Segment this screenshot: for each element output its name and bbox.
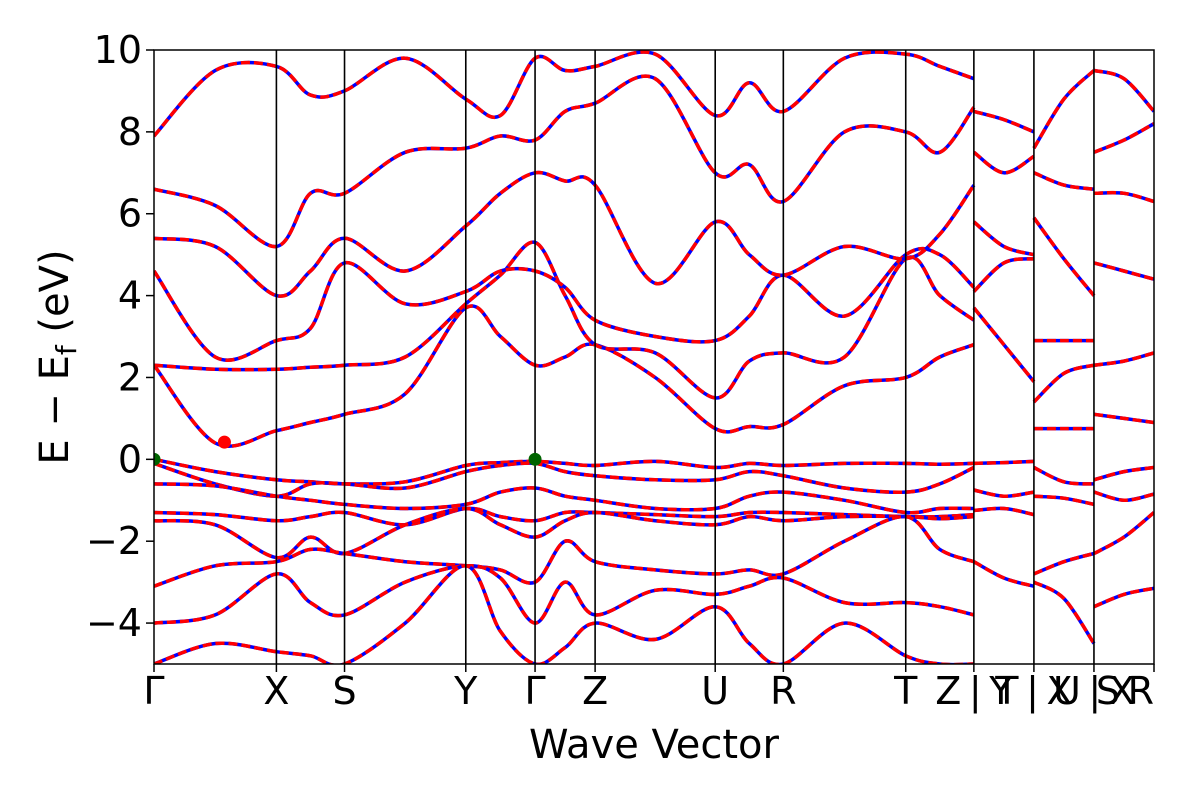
band-line-4 <box>154 506 975 560</box>
band-line-41 <box>1093 122 1154 154</box>
x-tick-label: S <box>332 669 356 713</box>
x-tick-label: T | X <box>994 669 1072 714</box>
band-line-1 <box>154 461 975 498</box>
band-line-30-overlay <box>1032 216 1096 297</box>
x-tick-label: R <box>770 669 796 713</box>
cbm-marker <box>217 435 231 449</box>
band-line-7 <box>154 564 974 664</box>
band-line-25 <box>1033 551 1095 576</box>
band-line-0 <box>154 457 974 486</box>
y-tick-label: 10 <box>94 28 142 72</box>
y-axis-ticks: −4 −2 0 2 4 6 8 10 <box>86 28 154 645</box>
band-lines <box>154 50 1154 664</box>
band-line-2 <box>154 482 974 515</box>
band-line-6 <box>154 563 975 625</box>
x-tick-label: Y <box>453 669 478 713</box>
band-line-33 <box>1093 465 1154 482</box>
band-line-17 <box>973 560 1035 588</box>
vbm-marker <box>154 452 161 466</box>
y-tick-label: −2 <box>86 519 142 563</box>
x-tick-label: Γ <box>143 669 164 713</box>
band-line-39 <box>1093 261 1154 281</box>
vbm-marker <box>528 452 542 466</box>
band-line-34 <box>1093 490 1154 503</box>
band-line-36 <box>1093 586 1154 609</box>
y-tick-label: 6 <box>118 192 142 236</box>
plot-frame <box>153 49 1155 665</box>
y-axis-label-main: E − E <box>32 355 78 465</box>
y-tick-label: −4 <box>86 601 142 645</box>
x-axis-label: Wave Vector <box>529 722 780 768</box>
band-line-23 <box>1033 465 1095 486</box>
band-line-35 <box>1093 511 1154 556</box>
x-tick-label: U | X <box>1053 669 1135 714</box>
y-tick-label: 8 <box>118 110 142 154</box>
band-line-28 <box>1032 363 1095 404</box>
high-symmetry-lines <box>275 50 1095 664</box>
x-tick-label: Γ <box>524 669 545 713</box>
y-axis-label: E − Ef (eV) <box>32 249 83 464</box>
y-tick-label: 0 <box>118 437 142 481</box>
x-tick-label: T <box>893 669 918 713</box>
y-axis-label-unit: (eV) <box>32 249 78 345</box>
x-tick-label: S R <box>1096 669 1154 713</box>
y-axis-label-subscript: f <box>50 344 83 355</box>
band-line-9 <box>154 240 975 400</box>
band-line-38 <box>1093 351 1154 367</box>
band-line-15 <box>973 488 1035 498</box>
band-line-13 <box>154 50 975 138</box>
band-line-3 <box>154 506 974 527</box>
band-line-37 <box>1093 412 1154 425</box>
band-line-32 <box>1032 69 1096 150</box>
band-line-14 <box>973 459 1034 466</box>
x-tick-label: Z <box>582 669 608 713</box>
band-line-12 <box>154 74 976 249</box>
band-line-19 <box>972 257 1035 293</box>
band-line-10 <box>154 246 976 362</box>
band-line-21 <box>972 150 1035 175</box>
band-line-18 <box>972 306 1036 383</box>
band-line-8 <box>154 304 975 448</box>
band-line-26 <box>1033 580 1096 645</box>
band-line-42 <box>1093 68 1154 113</box>
band-line-40 <box>1093 190 1154 204</box>
band-line-20-overlay <box>972 220 1035 257</box>
x-tick-label: X <box>263 669 289 713</box>
band-line-24 <box>1033 494 1095 507</box>
y-tick-label: 2 <box>118 355 142 399</box>
band-line-22 <box>973 109 1035 134</box>
band-line-31 <box>1033 171 1095 191</box>
extrema-markers <box>154 435 542 466</box>
y-tick-label: 4 <box>118 274 142 318</box>
x-tick-label: U <box>701 669 729 713</box>
x-tick-label: Z | Y <box>935 669 1013 714</box>
band-line-11 <box>154 170 976 298</box>
band-line-5 <box>154 514 975 588</box>
band-line-16 <box>973 506 1035 517</box>
